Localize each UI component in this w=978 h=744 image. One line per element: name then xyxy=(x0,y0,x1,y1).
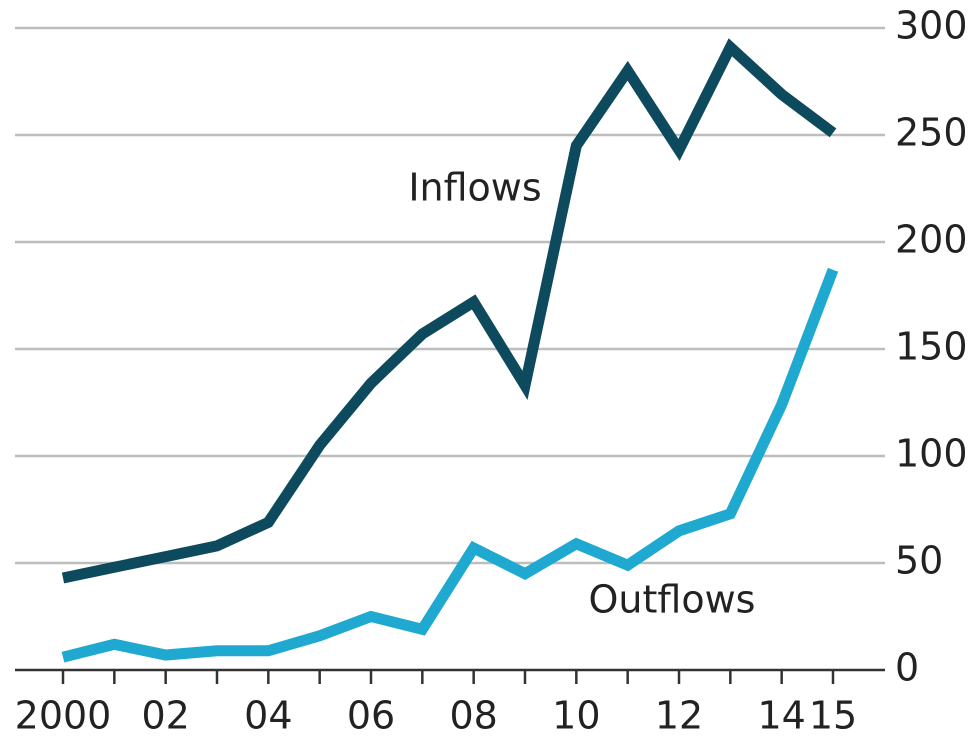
x-tick-label: 12 xyxy=(655,694,703,738)
series-label: Inflows xyxy=(408,166,541,210)
y-tick-label: 150 xyxy=(895,325,968,369)
y-tick-label: 50 xyxy=(895,539,943,583)
series-label: Outflows xyxy=(589,578,756,622)
x-tick-label: 2000 xyxy=(15,694,112,738)
line-series xyxy=(61,267,839,663)
x-tick-label: 15 xyxy=(809,694,857,738)
x-tick-label: 04 xyxy=(244,694,292,738)
x-tick-label: 08 xyxy=(449,694,497,738)
y-tick-label: 0 xyxy=(895,646,919,690)
x-tick-label: 02 xyxy=(141,694,189,738)
x-tick-label: 10 xyxy=(552,694,600,738)
y-tick-label: 250 xyxy=(895,111,968,155)
y-tick-label: 300 xyxy=(895,4,968,48)
x-tick-label: 14 xyxy=(757,694,805,738)
y-tick-label: 200 xyxy=(895,218,968,262)
line-series xyxy=(61,38,837,584)
y-tick-label: 100 xyxy=(895,432,968,476)
x-tick-label: 06 xyxy=(347,694,395,738)
